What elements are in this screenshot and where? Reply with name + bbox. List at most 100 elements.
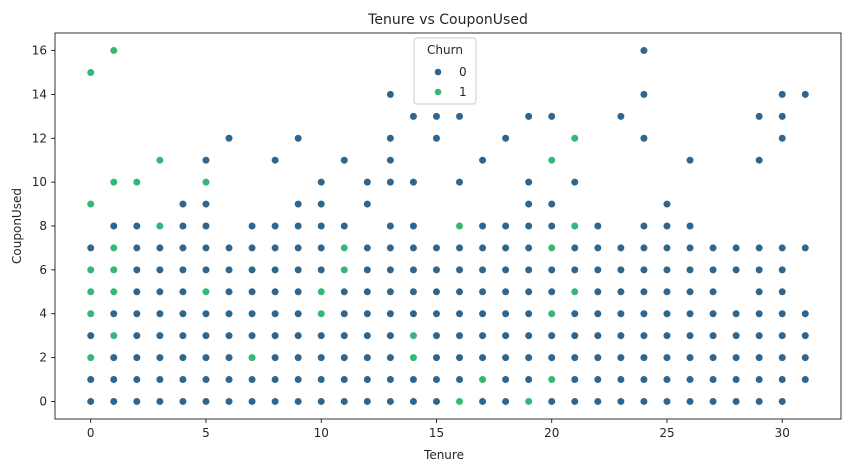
data-point-churn-0 (639, 265, 649, 274)
data-point-churn-0 (593, 265, 602, 274)
y-axis: 0 2 4 6 8 10 12 14 16 (32, 44, 55, 408)
data-point-churn-0 (363, 397, 372, 406)
data-point-churn-0 (294, 243, 303, 253)
data-point-churn-1 (155, 156, 164, 165)
data-point-churn-0 (478, 331, 487, 340)
data-point-churn-0 (271, 375, 280, 384)
data-point-churn-0 (639, 353, 649, 362)
data-point-churn-0 (386, 156, 395, 165)
data-point-churn-0 (109, 375, 118, 384)
data-point-churn-0 (732, 243, 741, 253)
data-point-churn-0 (224, 287, 234, 296)
data-point-churn-0 (432, 243, 441, 253)
data-point-churn-0 (501, 331, 510, 340)
data-point-churn-0 (708, 309, 718, 318)
data-point-churn-0 (455, 331, 464, 340)
data-point-churn-0 (132, 309, 141, 318)
data-point-churn-0 (778, 90, 787, 99)
data-point-churn-1 (201, 178, 211, 187)
data-point-churn-1 (317, 287, 326, 296)
data-point-churn-0 (224, 265, 234, 274)
data-point-churn-1 (109, 178, 118, 187)
data-point-churn-0 (317, 243, 326, 253)
x-tick-label: 20 (544, 426, 559, 440)
data-point-churn-0 (685, 309, 695, 318)
legend-label-1: 1 (459, 85, 467, 99)
data-point-churn-0 (271, 309, 280, 318)
data-point-churn-0 (662, 375, 672, 384)
legend-frame (413, 37, 477, 105)
data-point-churn-0 (501, 221, 510, 231)
data-point-churn-1 (570, 134, 579, 143)
data-point-churn-1 (524, 397, 533, 406)
data-point-churn-1 (409, 353, 418, 362)
data-point-churn-0 (294, 375, 303, 384)
data-point-churn-0 (570, 265, 579, 274)
data-point-churn-0 (732, 353, 741, 362)
x-tick-label: 15 (429, 426, 444, 440)
data-point-churn-0 (432, 375, 441, 384)
data-point-churn-0 (317, 221, 326, 231)
data-point-churn-1 (86, 353, 95, 362)
data-point-churn-0 (317, 178, 326, 187)
data-point-churn-0 (363, 375, 372, 384)
data-point-churn-0 (155, 375, 164, 384)
data-point-churn-0 (639, 397, 649, 406)
data-point-churn-0 (340, 397, 349, 406)
data-point-churn-0 (432, 134, 441, 143)
data-point-churn-0 (340, 375, 349, 384)
data-point-churn-1 (547, 156, 556, 165)
data-point-churn-0 (409, 309, 418, 318)
data-point-churn-0 (524, 199, 533, 209)
data-point-churn-0 (317, 375, 326, 384)
y-tick-label: 8 (39, 219, 47, 233)
data-point-churn-0 (432, 331, 441, 340)
data-point-churn-0 (201, 156, 211, 165)
data-point-churn-0 (501, 309, 510, 318)
data-point-churn-0 (432, 112, 441, 121)
data-point-churn-0 (732, 331, 741, 340)
data-point-churn-0 (386, 353, 395, 362)
data-point-churn-0 (178, 353, 188, 362)
data-point-churn-0 (86, 375, 95, 384)
data-point-churn-0 (547, 287, 556, 296)
data-point-churn-0 (478, 287, 487, 296)
data-point-churn-0 (593, 221, 602, 231)
data-point-churn-0 (247, 331, 257, 340)
data-point-churn-0 (386, 331, 395, 340)
data-point-churn-0 (86, 243, 95, 253)
y-tick-label: 4 (39, 307, 47, 321)
data-point-churn-0 (86, 397, 95, 406)
data-point-churn-0 (294, 397, 303, 406)
data-point-churn-0 (432, 397, 441, 406)
data-point-churn-0 (247, 243, 257, 253)
data-point-churn-0 (132, 331, 141, 340)
legend-marker-0 (434, 68, 442, 76)
data-point-churn-0 (178, 287, 188, 296)
data-point-churn-0 (778, 243, 787, 253)
data-point-churn-0 (178, 221, 188, 231)
data-point-churn-0 (409, 221, 418, 231)
data-point-churn-0 (801, 353, 810, 362)
data-point-churn-0 (685, 221, 695, 231)
data-point-churn-0 (432, 353, 441, 362)
data-point-churn-0 (455, 178, 464, 187)
data-point-churn-0 (109, 353, 118, 362)
data-point-churn-0 (317, 397, 326, 406)
data-point-churn-1 (547, 375, 556, 384)
data-point-churn-0 (662, 397, 672, 406)
data-point-churn-0 (224, 243, 234, 253)
data-point-churn-0 (639, 134, 649, 143)
data-point-churn-0 (271, 353, 280, 362)
data-point-churn-0 (685, 353, 695, 362)
data-point-churn-0 (224, 353, 234, 362)
data-point-churn-0 (294, 309, 303, 318)
data-point-churn-0 (708, 353, 718, 362)
data-point-churn-0 (224, 331, 234, 340)
data-point-churn-0 (455, 375, 464, 384)
data-point-churn-1 (109, 46, 118, 55)
data-point-churn-0 (755, 287, 764, 296)
data-point-churn-0 (386, 243, 395, 253)
data-point-churn-0 (178, 397, 188, 406)
data-point-churn-1 (478, 375, 487, 384)
